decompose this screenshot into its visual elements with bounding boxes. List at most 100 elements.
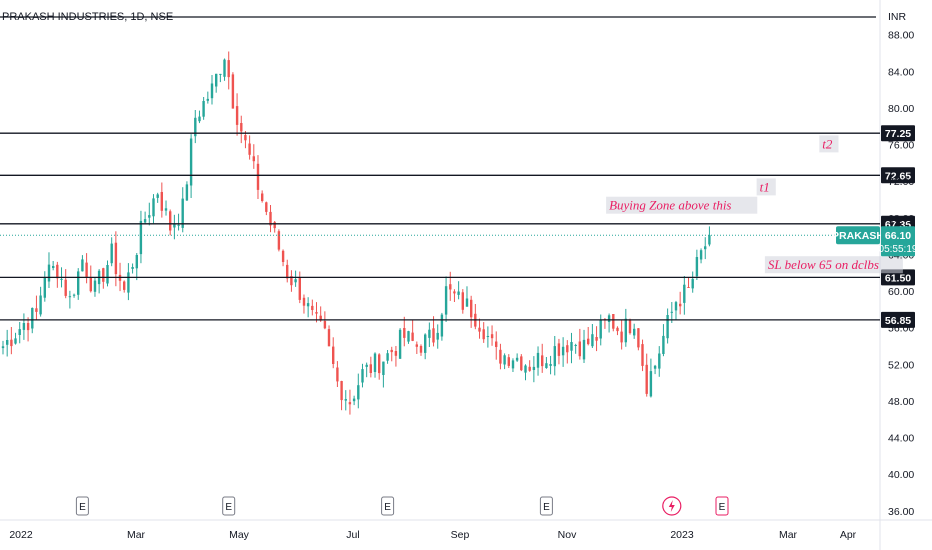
candle-body (106, 265, 109, 284)
candle-body (47, 264, 51, 282)
candle-body (22, 323, 26, 330)
earnings-icon[interactable] (75, 496, 89, 516)
candle-body (670, 311, 673, 313)
earnings-icon-letter: E (384, 502, 391, 513)
annotation-bg (764, 256, 903, 274)
annotation-bg (819, 135, 839, 153)
candle-body (177, 224, 180, 226)
candle-body (198, 116, 201, 122)
candle-body (587, 338, 590, 345)
earnings-icon[interactable] (539, 496, 553, 516)
candle-body (240, 123, 243, 132)
candle-body (444, 286, 448, 315)
candle-body (407, 331, 410, 342)
candles-layer (1, 51, 711, 415)
candle-body (470, 299, 473, 318)
x-tick-label: Nov (558, 529, 577, 541)
candle-body (653, 365, 657, 369)
candle-body (378, 354, 381, 374)
candle-body (261, 193, 264, 201)
earnings-icon[interactable] (381, 496, 395, 516)
price-badge-text: 66.10 (885, 230, 911, 242)
candle-body (302, 297, 306, 306)
candle-body (612, 314, 615, 329)
candle-body (332, 346, 335, 364)
annotation-text[interactable]: SL below 65 on dclbs (768, 257, 879, 272)
candle-body (440, 314, 444, 337)
candle-body (68, 296, 72, 298)
candle-body (273, 222, 276, 229)
candle-body (169, 211, 172, 231)
candle-body (428, 329, 431, 338)
candle-body (490, 334, 494, 339)
candle-body (256, 163, 260, 190)
annotation-text[interactable]: t2 (822, 136, 833, 151)
candle-body (231, 74, 235, 109)
candle-body (624, 318, 627, 343)
symbol-title[interactable]: PRAKASH INDUSTRIES, 1D, NSE (2, 11, 173, 23)
candle-body (591, 334, 594, 347)
candle-body (415, 344, 418, 347)
candle-body (641, 344, 644, 366)
annotation-text[interactable]: t1 (760, 179, 770, 194)
candle-body (131, 267, 134, 269)
candle-body (478, 327, 481, 332)
y-tick-label: 36.00 (888, 506, 914, 518)
candle-body (202, 101, 205, 117)
price-badge (881, 226, 915, 257)
time-axis[interactable]: 2022 Mar May Jul Sep Nov 2023 Mar Apr (9, 529, 856, 541)
candle-body (35, 308, 38, 312)
annotation-bg (606, 196, 758, 214)
candle-body (265, 202, 268, 212)
y-tick-label: 44.00 (888, 433, 914, 445)
candle-body (419, 346, 423, 353)
candle-body (633, 328, 636, 336)
level-label-box (881, 311, 915, 328)
level-label: 72.65 (885, 170, 911, 182)
candle-body (269, 211, 272, 226)
candle-body (81, 259, 84, 272)
candle-body (679, 303, 682, 307)
level-label: 77.25 (885, 128, 911, 140)
price-axis[interactable]: 36.0040.0044.0048.0052.0056.0060.0064.00… (888, 30, 914, 518)
candle-body (306, 303, 310, 307)
candle-body (18, 329, 21, 335)
candle-body (31, 308, 34, 329)
candle-body (704, 246, 707, 250)
candle-body (403, 328, 406, 338)
candle-body (503, 355, 506, 365)
y-tick-label: 60.00 (888, 286, 914, 298)
candle-body (327, 329, 331, 347)
level-label: 56.85 (885, 315, 911, 327)
x-tick-label: 2023 (670, 529, 694, 541)
candle-body (658, 353, 661, 369)
candle-body (457, 291, 460, 295)
candle-body (373, 353, 377, 372)
candle-body (294, 279, 297, 283)
earnings-icon[interactable] (715, 496, 729, 516)
x-tick-label: Jul (346, 529, 359, 541)
candle-body (699, 250, 703, 260)
candle-body (511, 360, 515, 369)
candle-body (148, 215, 151, 218)
candle-body (10, 339, 13, 347)
annotation-text[interactable]: Buying Zone above this (609, 198, 731, 213)
currency-label[interactable]: INR (888, 11, 907, 23)
x-tick-label: Sep (451, 529, 470, 541)
candle-body (553, 346, 556, 367)
candle-body (139, 220, 143, 255)
candle-body (72, 294, 76, 296)
candle-body (323, 321, 327, 329)
candle-body (432, 328, 435, 343)
candle-body (545, 363, 548, 368)
candle-body (143, 219, 147, 223)
candle-body (453, 291, 456, 294)
candle-body (662, 335, 665, 354)
earnings-icon[interactable] (222, 496, 236, 516)
candle-body (361, 369, 364, 383)
candle-body (215, 73, 218, 87)
candle-body (499, 349, 502, 364)
candle-body (566, 345, 569, 353)
candle-body (60, 278, 63, 280)
